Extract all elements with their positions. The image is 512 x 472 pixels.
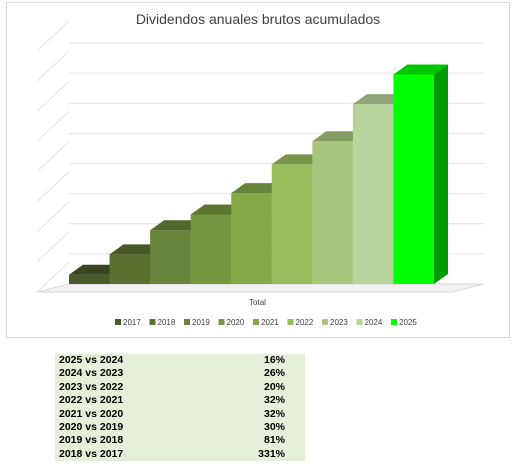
comparison-value: 32% [263, 394, 285, 407]
comparison-table: 2025 vs 2024 16% 2024 vs 2023 26% 2023 vs 20… [55, 354, 305, 462]
legend-swatch-2019 [184, 319, 190, 325]
comparison-value: 32% [263, 407, 285, 420]
table-row: 2019 vs 2018 81% [55, 434, 305, 447]
x-category-label: Total [249, 298, 266, 307]
comparison-value: 81% [263, 434, 285, 447]
grid-diagonal [36, 50, 70, 82]
comparison-value: 331% [258, 447, 285, 460]
chart-title: Dividendos anuales brutos acumulados [135, 11, 381, 27]
table-row: 2025 vs 2024 16% [55, 354, 305, 367]
bar-2018 [109, 254, 151, 284]
legend-swatch-2023 [322, 319, 328, 325]
grid-diagonal [36, 201, 70, 233]
legend-swatch-2025 [391, 319, 397, 325]
legend-swatch-2024 [356, 319, 363, 325]
comparison-value: 16% [263, 354, 285, 366]
comparison-label: 2021 vs 2020 [59, 407, 124, 420]
legend-label-2021: 2021 [261, 318, 279, 327]
legend-label-2019: 2019 [192, 318, 210, 327]
comparison-value: 20% [263, 380, 285, 393]
legend-swatch-2022 [287, 319, 294, 325]
bar-2022 [271, 164, 313, 284]
chart-floor [36, 283, 485, 293]
grid-diagonal [36, 111, 70, 142]
legend-label-2020: 2020 [227, 318, 245, 327]
bar-top-2025 [393, 64, 448, 75]
bar-2017 [69, 274, 110, 284]
legend-swatch-2018 [149, 319, 156, 325]
comparison-label: 2019 vs 2018 [59, 434, 124, 447]
comparison-label: 2024 vs 2023 [59, 367, 124, 380]
comparison-label: 2018 vs 2017 [59, 447, 124, 460]
grid-diagonal [36, 141, 70, 172]
bar-2023 [312, 141, 353, 284]
grid-diagonal [36, 261, 70, 293]
comparison-label: 2025 vs 2024 [59, 354, 124, 366]
grid-diagonal [36, 231, 70, 263]
table-row: 2021 vs 2020 32% [55, 408, 305, 421]
legend-label-2025: 2025 [399, 318, 417, 327]
grid-diagonal [36, 20, 70, 52]
bar-2019 [150, 230, 191, 284]
comparison-label: 2023 vs 2022 [59, 380, 124, 393]
bar-2025 [393, 74, 434, 284]
legend-swatch-2017 [115, 319, 121, 325]
table-row: 2022 vs 2021 32% [55, 394, 305, 407]
bar-side-2025 [434, 64, 448, 284]
bar-2020 [190, 214, 232, 284]
comparison-label: 2022 vs 2021 [59, 394, 124, 407]
comparison-value: 30% [263, 421, 285, 434]
legend-label-2017: 2017 [123, 318, 141, 327]
table-row: 2023 vs 2022 20% [55, 381, 305, 394]
legend-label-2018: 2018 [158, 318, 176, 327]
bar-2024 [352, 104, 394, 284]
table-row: 2018 vs 2017 331% [55, 448, 305, 461]
bar-2021 [231, 193, 272, 284]
comparison-label: 2020 vs 2019 [59, 421, 124, 434]
legend-swatch-2020 [218, 319, 225, 325]
bar-chart: Total 2017 2018 2019 2020 2021 2022 2023 2024 202… [36, 20, 485, 327]
legend-swatch-2021 [253, 319, 259, 325]
table-row: 2024 vs 2023 26% [55, 367, 305, 380]
comparison-value: 26% [263, 367, 285, 380]
table-row: 2020 vs 2019 30% [55, 421, 305, 434]
legend-label-2022: 2022 [296, 318, 314, 327]
grid-diagonal [36, 171, 70, 202]
chart-area: Dividendos anuales brutos acumulados Tot… [6, 2, 510, 338]
legend-label-2024: 2024 [365, 318, 383, 327]
grid-diagonal [36, 80, 70, 112]
legend-label-2023: 2023 [330, 318, 348, 327]
